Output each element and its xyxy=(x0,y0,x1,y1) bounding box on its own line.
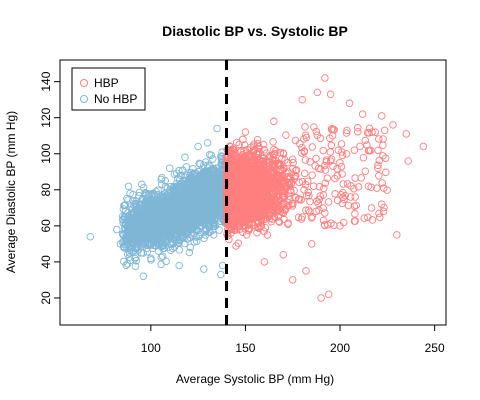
no-hbp-point xyxy=(209,155,217,163)
no-hbp-point xyxy=(123,194,131,203)
no-hbp-point xyxy=(122,261,130,270)
no-hbp-point xyxy=(139,272,148,281)
no-hbp-point xyxy=(120,257,128,266)
no-hbp-point xyxy=(217,270,225,279)
no-hbp-point xyxy=(113,225,121,234)
no-hbp-point xyxy=(175,261,183,270)
no-hbp-point xyxy=(124,182,133,191)
no-hbp-point xyxy=(205,150,214,159)
no-hbp-point xyxy=(165,164,174,172)
no-hbp-point xyxy=(131,262,140,270)
hbp-point xyxy=(300,169,309,178)
no-hbp-point xyxy=(200,265,208,273)
no-hbp-point xyxy=(86,232,95,241)
no-hbp-point xyxy=(194,142,202,151)
hbp-point xyxy=(269,138,277,146)
no-hbp-point xyxy=(185,248,194,257)
no-hbp-point xyxy=(181,153,189,162)
points-layer xyxy=(86,74,428,302)
no-hbp-point xyxy=(203,139,212,147)
no-hbp-point xyxy=(213,124,221,133)
chart-title: Diastolic BP vs. Systolic BP xyxy=(162,23,348,39)
no-hbp-point xyxy=(175,246,184,254)
no-hbp-point xyxy=(173,169,181,178)
no-hbp-point xyxy=(196,160,204,168)
no-hbp-point xyxy=(138,180,146,189)
no-hbp-point xyxy=(195,159,203,168)
no-hbp-point xyxy=(135,188,144,197)
no-hbp-point xyxy=(123,260,132,268)
no-hbp-point xyxy=(157,260,165,269)
no-hbp-point xyxy=(131,254,139,263)
